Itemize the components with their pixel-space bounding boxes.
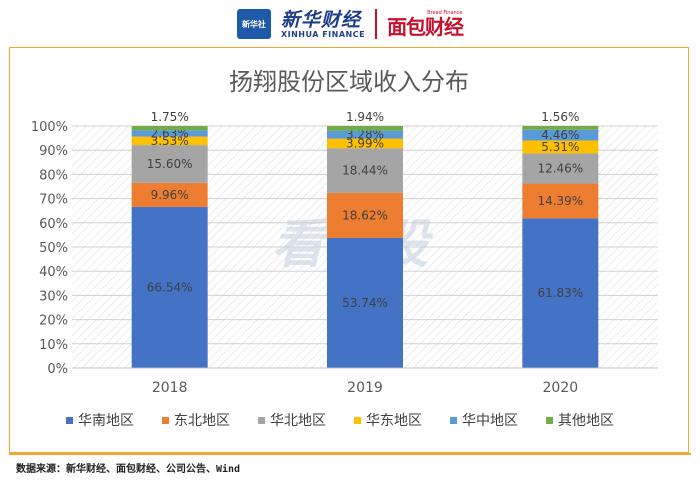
y-tick-label: 70% bbox=[39, 193, 68, 208]
bar-segment bbox=[131, 136, 208, 146]
data-label: 1.94% bbox=[346, 110, 384, 124]
legend-label: 其他地区 bbox=[558, 413, 614, 429]
data-label: 18.44% bbox=[342, 164, 388, 178]
y-tick-label: 80% bbox=[39, 168, 68, 183]
bar-segment bbox=[131, 182, 208, 207]
chart-title: 扬翔股份区域收入分布 bbox=[229, 68, 469, 96]
mianbao-finance-en: Bread Finance bbox=[427, 10, 463, 16]
bar-segment bbox=[327, 138, 403, 149]
bar-segment bbox=[522, 183, 599, 219]
y-tick-label: 0% bbox=[47, 362, 68, 377]
legend-label: 华北地区 bbox=[270, 413, 326, 429]
source-note: 数据来源：新华财经、面包财经、公司公告、Wind bbox=[16, 464, 241, 475]
legend-label: 华南地区 bbox=[78, 413, 134, 429]
xinhua-finance-cn: 新华财经 bbox=[280, 8, 361, 31]
x-tick-label: 2019 bbox=[347, 380, 383, 396]
x-tick-label: 2018 bbox=[152, 380, 188, 396]
legend-swatch bbox=[546, 417, 553, 424]
legend-item: 华北地区 bbox=[258, 413, 326, 429]
data-label: 66.54% bbox=[147, 280, 193, 294]
legend: 华南地区 东北地区 华北地区 华东地区 华中地区 其他地区 bbox=[66, 413, 614, 429]
header: 新华社 新华财经 XINHUA FINANCE Bread Finance 面包… bbox=[0, 0, 700, 48]
legend-swatch bbox=[258, 417, 265, 424]
data-label: 3.99% bbox=[346, 136, 384, 150]
bar-segment bbox=[327, 192, 403, 238]
xinhua-badge-logo: 新华社 bbox=[236, 9, 271, 39]
data-label: 15.60% bbox=[147, 157, 193, 171]
mianbao-finance-logo: Bread Finance 面包财经 bbox=[387, 10, 464, 39]
xinhua-finance-logo: 新华财经 XINHUA FINANCE bbox=[281, 10, 365, 39]
data-label: 14.39% bbox=[537, 194, 583, 208]
legend-item: 华东地区 bbox=[354, 413, 422, 429]
y-tick-label: 30% bbox=[39, 289, 68, 304]
legend-item: 华南地区 bbox=[66, 413, 134, 429]
legend-swatch bbox=[162, 417, 169, 424]
bar-segment bbox=[522, 218, 599, 368]
bar-segment bbox=[522, 125, 599, 130]
data-label: 61.83% bbox=[537, 286, 583, 300]
y-tick-label: 50% bbox=[39, 241, 68, 256]
legend-label: 东北地区 bbox=[174, 413, 230, 429]
legend-item: 东北地区 bbox=[162, 413, 230, 429]
legend-swatch bbox=[450, 417, 457, 424]
data-label: 1.75% bbox=[151, 110, 189, 124]
x-tick-label: 2020 bbox=[543, 380, 579, 396]
bar-segment bbox=[131, 145, 208, 183]
data-label: 5.31% bbox=[541, 140, 579, 154]
bar-stack-2019: 53.74% 18.62% 18.44% 3.99%3.28% 1.94% bbox=[327, 110, 403, 368]
bar-segment bbox=[131, 206, 208, 368]
y-tick-label: 40% bbox=[39, 265, 68, 280]
bar-segment bbox=[522, 140, 599, 154]
data-label: 53.74% bbox=[342, 296, 388, 310]
legend-item: 华中地区 bbox=[450, 413, 518, 429]
data-label: 4.46% bbox=[541, 128, 579, 142]
data-label: 3.28% bbox=[346, 128, 384, 142]
x-axis: 2018 2019 2020 bbox=[72, 367, 658, 396]
legend-label: 华东地区 bbox=[366, 413, 422, 429]
y-tick-label: 20% bbox=[39, 314, 68, 329]
data-label: 3.53% bbox=[151, 134, 189, 148]
legend-label: 华中地区 bbox=[462, 413, 518, 429]
y-tick-label: 60% bbox=[39, 217, 68, 232]
legend-swatch bbox=[354, 417, 361, 424]
y-tick-label: 90% bbox=[39, 144, 68, 159]
data-label: 1.56% bbox=[541, 110, 579, 124]
bar-segment bbox=[131, 130, 208, 137]
y-axis: 0% 10% 20% 30% 40% 50% 60% 70% 80% 90% 100% bbox=[31, 120, 68, 377]
y-tick-label: 10% bbox=[39, 338, 68, 353]
bar-segment bbox=[327, 125, 403, 131]
footer-divider bbox=[9, 453, 691, 455]
data-label: 12.46% bbox=[537, 161, 583, 175]
data-label: 18.62% bbox=[342, 208, 388, 222]
logo-separator bbox=[375, 9, 378, 39]
bar-stack-2018: 66.54%9.96%15.60%3.53%2.63%1.75% bbox=[131, 110, 208, 368]
data-label: 9.96% bbox=[151, 188, 189, 202]
bar-segment bbox=[327, 148, 403, 193]
bar-segment bbox=[327, 237, 403, 368]
xinhua-finance-en: XINHUA FINANCE bbox=[280, 29, 366, 39]
bar-segment bbox=[327, 130, 403, 139]
bar-stack-2020: 61.83% 14.39% 12.46% 5.31%4.46% 1.56% bbox=[522, 110, 599, 368]
legend-item: 其他地区 bbox=[546, 413, 614, 429]
bar-segment bbox=[131, 125, 208, 131]
chart-frame bbox=[9, 47, 689, 453]
bars: 66.54%9.96%15.60%3.53%2.63%1.75%53.74%18… bbox=[131, 110, 599, 368]
y-tick-label: 100% bbox=[31, 120, 68, 135]
bar-segment bbox=[522, 153, 599, 184]
legend-swatch bbox=[66, 417, 73, 424]
mianbao-finance-cn: 面包财经 bbox=[387, 15, 464, 39]
bar-segment bbox=[522, 129, 599, 141]
